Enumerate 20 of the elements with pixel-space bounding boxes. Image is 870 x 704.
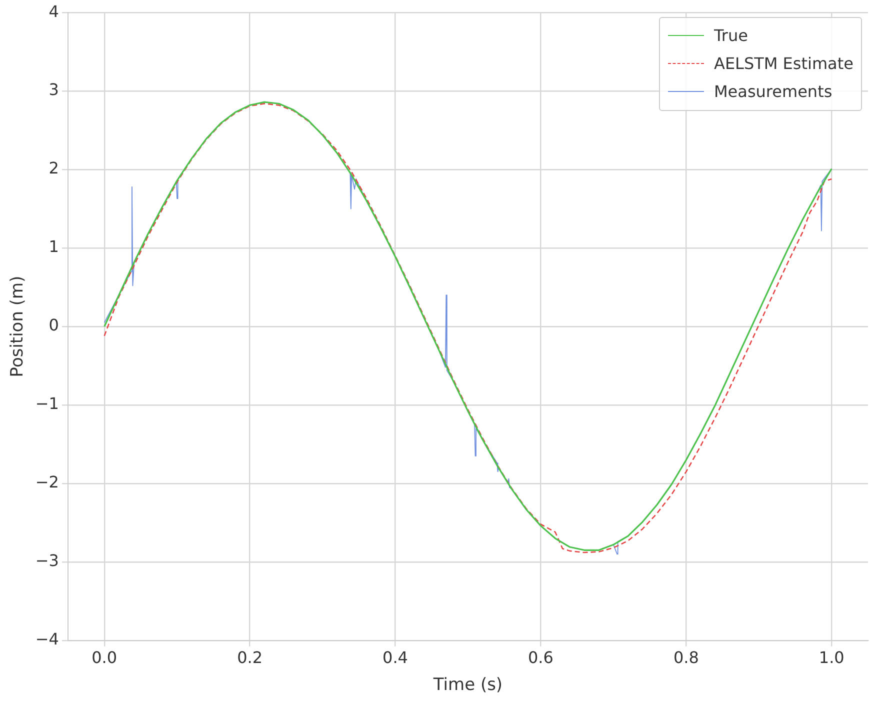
- x-tick-label: 0.0: [92, 648, 118, 668]
- y-tick-label: −1: [35, 394, 59, 414]
- x-tick-label: 1.0: [818, 648, 844, 668]
- y-tick-label: 2: [48, 158, 59, 178]
- y-tick-label: −4: [35, 630, 59, 649]
- x-tick-label: 0.8: [673, 648, 699, 668]
- x-tick-label: 0.6: [528, 648, 554, 668]
- x-tick-label: 0.2: [237, 648, 263, 668]
- legend-label: AELSTM Estimate: [714, 52, 854, 75]
- x-tick-label: 0.4: [382, 648, 408, 668]
- y-tick-label: 4: [48, 2, 59, 21]
- legend-label: Measurements: [714, 80, 832, 103]
- y-tick-label: 1: [48, 237, 59, 256]
- y-tick-label: −2: [35, 472, 59, 492]
- legend-label: True: [714, 24, 748, 47]
- y-tick-label: 3: [48, 80, 59, 100]
- y-tick-label: 0: [48, 316, 59, 335]
- x-axis-title: Time (s): [432, 675, 503, 696]
- y-axis-title: Position (m): [8, 276, 28, 378]
- y-tick-label: −3: [35, 551, 59, 570]
